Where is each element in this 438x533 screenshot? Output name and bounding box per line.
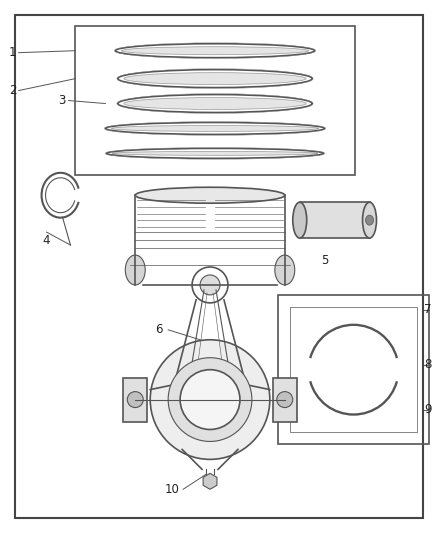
Bar [290,307,417,432]
Circle shape [200,275,220,295]
Circle shape [168,358,252,441]
Ellipse shape [124,72,306,85]
Text: 9: 9 [424,403,431,416]
Ellipse shape [275,255,295,285]
Circle shape [127,392,143,408]
Polygon shape [203,473,217,489]
Ellipse shape [111,125,319,132]
Text: 10: 10 [165,483,180,496]
Ellipse shape [124,98,306,109]
Text: 4: 4 [43,233,50,247]
Text: 7: 7 [424,303,431,317]
Text: 6: 6 [155,324,162,336]
Ellipse shape [125,255,145,285]
Circle shape [180,370,240,430]
Ellipse shape [112,151,318,155]
Ellipse shape [363,202,377,238]
Ellipse shape [121,47,309,55]
Bar [75,26,355,175]
Bar [278,295,429,445]
Ellipse shape [366,215,374,225]
Bar [124,378,147,422]
Circle shape [150,340,270,459]
Circle shape [277,392,293,408]
Text: 3: 3 [59,94,66,107]
Text: 5: 5 [321,254,328,266]
Text: 2: 2 [9,84,16,97]
Ellipse shape [135,187,285,203]
Bar [300,202,370,238]
Bar [273,378,297,422]
Ellipse shape [293,202,307,238]
Text: 1: 1 [9,46,16,59]
Text: 8: 8 [424,358,431,371]
